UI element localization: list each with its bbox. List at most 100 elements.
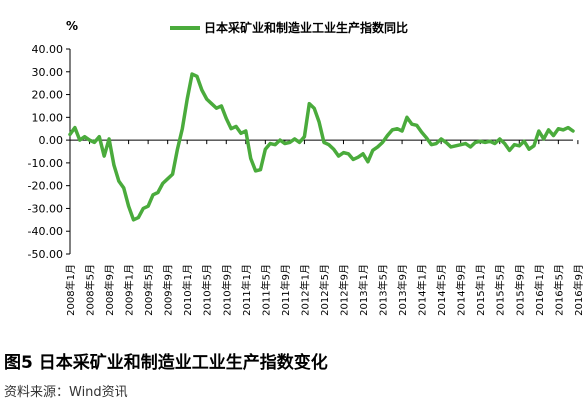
- data-point: [176, 148, 179, 151]
- data-point: [444, 141, 448, 144]
- data-point: [361, 152, 365, 155]
- x-tick-label: 2008年1月: [64, 264, 77, 316]
- x-tick-label: 2011年1月: [240, 264, 253, 316]
- x-tick-label: 2013年5月: [377, 264, 390, 316]
- x-tick-label: 2010年5月: [201, 264, 214, 316]
- data-point: [347, 152, 350, 155]
- data-point: [161, 182, 164, 185]
- data-point: [469, 145, 472, 149]
- y-tick-label: 30.00: [32, 66, 64, 79]
- x-tick-label: 2013年9月: [396, 264, 409, 316]
- data-point: [322, 141, 326, 144]
- data-point: [459, 143, 462, 146]
- x-tick-label: 2009年1月: [123, 264, 136, 316]
- data-point: [483, 141, 487, 144]
- data-point: [142, 207, 145, 210]
- data-point: [220, 104, 223, 108]
- data-point: [137, 216, 140, 219]
- data-point: [195, 75, 199, 78]
- data-point: [449, 145, 453, 149]
- x-tick-label: 2016年1月: [533, 264, 546, 316]
- data-point: [151, 193, 155, 196]
- data-point: [93, 141, 96, 144]
- data-point: [308, 102, 311, 105]
- data-point: [391, 128, 394, 132]
- data-point: [288, 141, 291, 144]
- data-point: [171, 173, 174, 176]
- y-tick-label: -10.00: [28, 157, 63, 170]
- data-point: [518, 144, 521, 148]
- figure-source: 资料来源：Wind资讯: [4, 385, 128, 400]
- data-point: [264, 148, 267, 151]
- data-point: [73, 126, 77, 129]
- data-point: [513, 143, 516, 146]
- data-point: [312, 107, 316, 110]
- y-tick-label: 40.00: [32, 43, 64, 56]
- data-point: [405, 116, 409, 119]
- y-unit-label: %: [66, 19, 78, 33]
- data-point: [239, 132, 243, 135]
- data-point: [522, 140, 526, 143]
- data-point: [225, 117, 228, 120]
- x-tick-label: 2016年5月: [552, 264, 565, 316]
- data-point: [278, 138, 282, 142]
- data-point: [527, 148, 531, 151]
- x-tick-label: 2010年1月: [181, 264, 194, 316]
- data-point: [107, 137, 111, 141]
- data-point: [376, 145, 379, 149]
- data-point: [566, 126, 570, 129]
- x-tick-label: 2008年5月: [84, 264, 97, 316]
- data-point: [400, 129, 404, 133]
- data-point: [537, 129, 541, 133]
- data-point: [337, 154, 340, 158]
- data-point: [273, 143, 277, 146]
- data-point: [249, 157, 252, 160]
- data-point: [127, 204, 130, 208]
- data-point: [352, 158, 355, 161]
- data-point: [186, 97, 189, 101]
- data-point: [327, 143, 331, 146]
- y-tick-label: -40.00: [28, 225, 63, 238]
- data-point: [146, 204, 150, 208]
- legend-label: 日本采矿业和制造业工业生产指数同比: [204, 20, 408, 35]
- data-point: [557, 127, 560, 130]
- data-point: [269, 142, 272, 145]
- data-point: [283, 142, 287, 145]
- data-point: [254, 169, 257, 173]
- data-point: [298, 141, 301, 144]
- data-point: [78, 138, 81, 142]
- data-point: [210, 102, 213, 105]
- y-tick-label: 20.00: [32, 89, 64, 102]
- data-point: [200, 88, 204, 92]
- data-point: [122, 186, 125, 190]
- data-point: [386, 134, 389, 137]
- data-point: [474, 141, 477, 144]
- data-point: [293, 137, 296, 141]
- data-point: [508, 149, 511, 152]
- data-point: [562, 128, 565, 132]
- data-point: [317, 120, 321, 124]
- series-layer: [68, 72, 575, 222]
- data-point: [366, 160, 370, 163]
- data-point: [395, 127, 399, 130]
- x-tick-label: 2012年5月: [318, 264, 331, 316]
- y-tick-label: -50.00: [28, 248, 63, 261]
- data-point: [420, 130, 423, 134]
- data-point: [68, 133, 72, 136]
- figure-caption: 图5 日本采矿业和制造业工业生产指数变化: [4, 353, 328, 373]
- data-point: [132, 218, 135, 222]
- x-tick-label: 2012年1月: [298, 264, 311, 316]
- x-tick-label: 2009年9月: [162, 264, 175, 316]
- data-point: [215, 107, 218, 110]
- x-tick-label: 2015年9月: [513, 264, 526, 316]
- data-point: [98, 135, 101, 138]
- data-point: [102, 154, 106, 158]
- x-tick-label: 2009年5月: [142, 264, 155, 316]
- x-axis: 2008年1月 2008年5月 2008年9月 2009年1月 2009年5月 2009年…: [64, 139, 585, 316]
- y-tick-label: 10.00: [32, 111, 64, 124]
- data-point: [205, 97, 208, 101]
- data-point: [234, 125, 238, 128]
- data-point: [166, 177, 169, 181]
- data-point: [112, 163, 116, 167]
- y-tick-label: -30.00: [28, 202, 63, 215]
